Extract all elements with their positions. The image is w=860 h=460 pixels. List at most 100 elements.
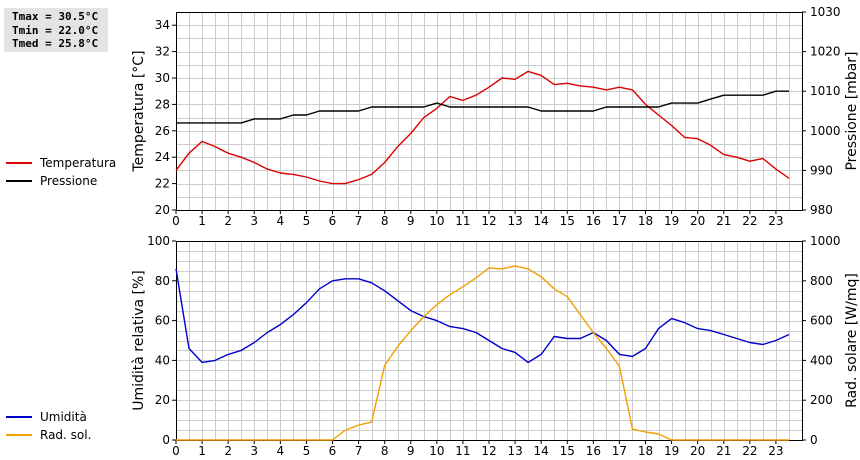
y-tick-label: 26 [155, 124, 170, 138]
y2-tick-label: 1010 [810, 84, 841, 98]
legend-label-temperatura: Temperatura [40, 156, 117, 170]
x-tick-label: 9 [407, 444, 415, 458]
legend-swatch-rad-sol [6, 434, 32, 436]
y2-tick-label: 600 [810, 314, 833, 328]
y2-tick-label: 200 [810, 393, 833, 407]
x-tick-label: 11 [455, 444, 470, 458]
x-tick-label: 6 [329, 444, 337, 458]
x-tick-label: 16 [586, 444, 601, 458]
chart-panel-top: 0 1 2 3 4 5 6 7 8 9 10 11 12 13 14 15 16 17 18 19 20 21 22 2320… [131, 5, 860, 228]
x-tick-label: 8 [381, 214, 389, 228]
x-tick-label: 17 [612, 444, 627, 458]
x-tick-label: 0 [172, 444, 180, 458]
y2-tick-label: 980 [810, 203, 833, 217]
y-tick-label: 60 [155, 314, 170, 328]
x-tick-label: 11 [455, 214, 470, 228]
y-axis-label: Temperatura [°C] [131, 50, 147, 172]
x-tick-label: 6 [329, 214, 337, 228]
x-tick-label: 1 [198, 444, 206, 458]
series-line-umidit [175, 268, 790, 364]
y2-tick-label: 1000 [810, 124, 841, 138]
y-axis-label: Umidità relativa [%] [131, 270, 147, 411]
x-tick-label: 4 [277, 444, 285, 458]
x-tick-label: 7 [355, 214, 363, 228]
y-tick-label: 28 [155, 97, 170, 111]
x-tick-label: 16 [586, 214, 601, 228]
chart-panel-bottom: 0 1 2 3 4 5 6 7 8 9 10 11 12 13 14 15 16 17 18 19 20 21 22 2302… [131, 234, 860, 458]
x-tick-label: 19 [664, 444, 679, 458]
x-tick-label: 18 [638, 444, 653, 458]
x-tick-label: 12 [481, 444, 496, 458]
x-tick-label: 3 [250, 214, 258, 228]
stat-tmin: Tmin = 22.0°C [12, 23, 99, 37]
legend-item-umidita: Umidità [6, 408, 91, 426]
y-tick-label: 30 [155, 71, 170, 85]
x-tick-label: 14 [534, 214, 549, 228]
x-tick-label: 3 [250, 444, 258, 458]
legend-swatch-temperatura [6, 162, 32, 164]
series-line-rad-sol [176, 265, 789, 441]
x-tick-label: 1 [198, 214, 206, 228]
y2-tick-label: 1030 [810, 5, 841, 19]
legend-swatch-pressione [6, 180, 32, 182]
x-tick-label: 23 [768, 444, 783, 458]
x-tick-label: 8 [381, 444, 389, 458]
legend-item-temperatura: Temperatura [6, 154, 116, 172]
x-tick-label: 5 [303, 214, 311, 228]
legend-label-rad-sol: Rad. sol. [40, 428, 92, 442]
y-tick-label: 34 [155, 18, 170, 32]
x-tick-label: 19 [664, 214, 679, 228]
x-tick-label: 21 [716, 444, 731, 458]
legend-swatch-umidita [6, 416, 32, 418]
series-line-pressione [176, 90, 789, 124]
y-tick-label: 0 [162, 433, 170, 447]
x-tick-label: 2 [224, 214, 232, 228]
x-tick-label: 4 [277, 214, 285, 228]
x-tick-label: 14 [534, 444, 549, 458]
y2-tick-label: 400 [810, 353, 833, 367]
x-tick-label: 2 [224, 444, 232, 458]
x-tick-label: 10 [429, 214, 444, 228]
x-tick-label: 17 [612, 214, 627, 228]
y-tick-label: 40 [155, 353, 170, 367]
y2-tick-label: 1020 [810, 45, 841, 59]
y2-tick-label: 990 [810, 163, 833, 177]
y-tick-label: 22 [155, 177, 170, 191]
y2-axis-label: Pressione [mbar] [844, 51, 860, 170]
x-tick-label: 15 [560, 214, 575, 228]
x-tick-label: 21 [716, 214, 731, 228]
y-tick-label: 20 [155, 393, 170, 407]
stat-tmax: Tmax = 30.5°C [12, 10, 99, 23]
legend-label-pressione: Pressione [40, 174, 98, 188]
legend-item-pressione: Pressione [6, 172, 116, 190]
y2-tick-label: 0 [810, 433, 818, 447]
legend-label-umidita: Umidità [40, 410, 87, 424]
stats-box: Tmax = 30.5°C Tmin = 22.0°C Tmed = 25.8°… [4, 8, 108, 52]
y-tick-label: 100 [147, 234, 170, 248]
x-tick-label: 12 [481, 214, 496, 228]
x-tick-label: 15 [560, 444, 575, 458]
x-tick-label: 18 [638, 214, 653, 228]
stat-tmed: Tmed = 25.8°C [12, 37, 99, 50]
x-tick-label: 22 [742, 444, 757, 458]
x-tick-label: 22 [742, 214, 757, 228]
legend-item-rad-sol: Rad. sol. [6, 426, 91, 444]
y-tick-label: 24 [155, 150, 170, 164]
legend-top: Temperatura Pressione [6, 154, 116, 190]
y2-tick-label: 1000 [810, 234, 841, 248]
x-tick-label: 13 [507, 214, 522, 228]
x-tick-label: 9 [407, 214, 415, 228]
x-tick-label: 7 [355, 444, 363, 458]
x-tick-label: 10 [429, 444, 444, 458]
series-line-temperatura [175, 70, 790, 185]
legend-bottom: Umidità Rad. sol. [6, 408, 91, 444]
y-tick-label: 32 [155, 45, 170, 59]
x-tick-label: 20 [690, 444, 705, 458]
x-tick-label: 0 [172, 214, 180, 228]
y-tick-label: 20 [155, 203, 170, 217]
y2-tick-label: 800 [810, 274, 833, 288]
x-tick-label: 13 [507, 444, 522, 458]
y2-axis-label: Rad. solare [W/mq] [844, 273, 860, 408]
x-tick-label: 23 [768, 214, 783, 228]
